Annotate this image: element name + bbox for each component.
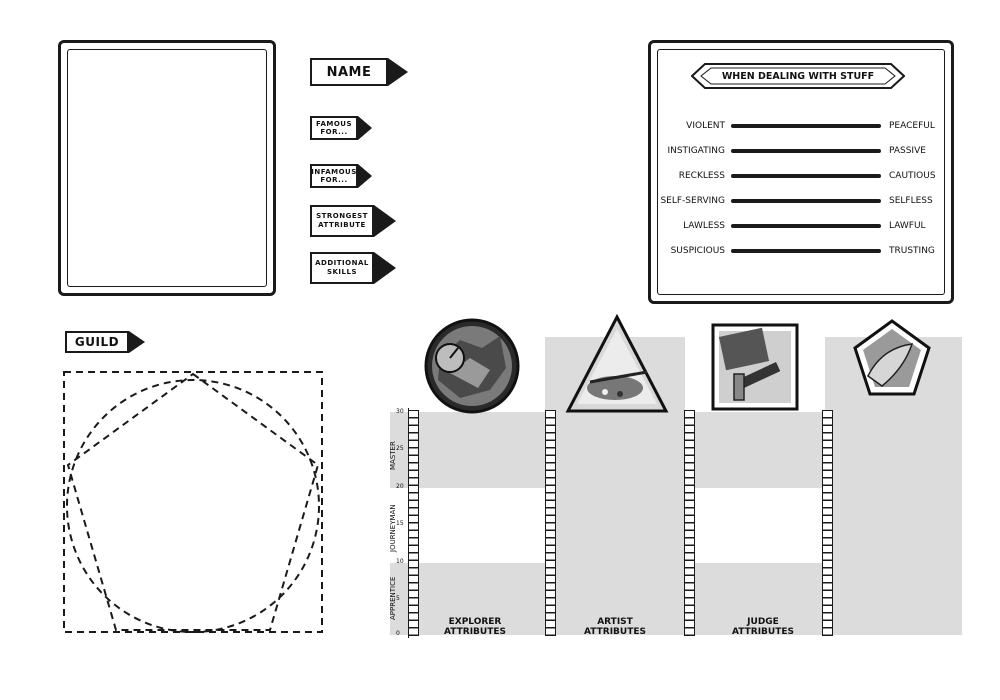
- dealing-panel: WHEN DEALING WITH STUFF VIOLENT PEACEFUL I…: [648, 40, 954, 304]
- trait-right-label: LAWFUL: [889, 221, 926, 231]
- judge-attributes-label: JUDGE ATTRIBUTES: [732, 617, 794, 637]
- guild-tag[interactable]: GUILD: [65, 331, 145, 353]
- infamous-tag[interactable]: INFAMOUS FOR...: [310, 164, 372, 188]
- trait-right-label: PASSIVE: [889, 146, 926, 156]
- rank-label-apprentice: APPRENTICE: [389, 576, 397, 620]
- strongest-attribute-label: STRONGEST ATTRIBUTE: [310, 205, 374, 237]
- dealing-rows: VIOLENT PEACEFUL INSTIGATING PASSIVE RECKLES…: [651, 115, 951, 265]
- trait-slider-row: LAWLESS LAWFUL: [651, 215, 951, 237]
- tag-arrow-icon: [388, 58, 408, 86]
- tick-label: 15: [396, 520, 404, 527]
- trait-right-label: PEACEFUL: [889, 121, 935, 131]
- trait-slider[interactable]: [731, 174, 881, 178]
- trait-left-label: SUSPICIOUS: [670, 246, 725, 256]
- rank-label-journeyman: JOURNEYMAN: [389, 504, 397, 552]
- rank-label-master: MASTER: [389, 441, 397, 470]
- tick-label: 10: [396, 558, 404, 565]
- rank-band-apprentice: [390, 563, 962, 635]
- tick-label: 20: [396, 483, 404, 490]
- tag-arrow-icon: [358, 164, 372, 188]
- strongest-attribute-tag[interactable]: STRONGEST ATTRIBUTE: [310, 205, 396, 237]
- explorer-meter[interactable]: [408, 410, 419, 636]
- artist-meter[interactable]: [545, 410, 556, 636]
- trait-right-label: CAUTIOUS: [889, 171, 936, 181]
- tick-label: 0: [396, 630, 400, 637]
- trait-left-label: LAWLESS: [683, 221, 725, 231]
- dealing-title-banner: WHEN DEALING WITH STUFF: [691, 63, 905, 89]
- famous-label: FAMOUS FOR...: [310, 116, 358, 140]
- trait-slider[interactable]: [731, 224, 881, 228]
- journeyman-gray-cols: [835, 488, 962, 563]
- portrait-frame[interactable]: [58, 40, 276, 296]
- compass-map-icon: [424, 318, 520, 414]
- trait-slider-row: VIOLENT PEACEFUL: [651, 115, 951, 137]
- journeyman-white-cols: [693, 488, 825, 563]
- name-tag[interactable]: NAME: [310, 58, 408, 86]
- banner-shape: [691, 63, 905, 89]
- additional-skills-label: ADDITIONAL SKILLS: [310, 252, 374, 284]
- explorer-attributes-label: EXPLORER ATTRIBUTES: [444, 617, 506, 637]
- trait-slider[interactable]: [731, 249, 881, 253]
- fourth-meter[interactable]: [822, 410, 833, 636]
- trait-left-label: VIOLENT: [686, 121, 725, 131]
- guild-emblem-area[interactable]: [60, 368, 328, 638]
- rank-band-master: [390, 412, 962, 488]
- trait-slider-row: RECKLESS CAUTIOUS: [651, 165, 951, 187]
- tag-arrow-icon: [374, 252, 396, 284]
- trait-right-label: SELFLESS: [889, 196, 933, 206]
- infamous-label: INFAMOUS FOR...: [310, 164, 358, 188]
- gavel-book-icon: [711, 323, 799, 411]
- journeyman-gray-cols: [555, 488, 685, 563]
- artist-attributes-label: ARTIST ATTRIBUTES: [584, 617, 646, 637]
- name-label: NAME: [310, 58, 388, 86]
- tick-label: 25: [396, 445, 404, 452]
- trait-right-label: TRUSTING: [889, 246, 935, 256]
- journeyman-white-cols: [412, 488, 545, 563]
- paint-palette-icon: [565, 314, 669, 413]
- judge-meter[interactable]: [684, 410, 695, 636]
- trait-left-label: INSTIGATING: [667, 146, 725, 156]
- additional-skills-tag[interactable]: ADDITIONAL SKILLS: [310, 252, 396, 284]
- tick-label: 30: [396, 408, 404, 415]
- tick-label: 5: [396, 595, 400, 602]
- trait-slider-row: SUSPICIOUS TRUSTING: [651, 240, 951, 262]
- trait-slider-row: INSTIGATING PASSIVE: [651, 140, 951, 162]
- trait-slider[interactable]: [731, 149, 881, 153]
- guild-label: GUILD: [65, 331, 129, 353]
- trait-slider[interactable]: [731, 199, 881, 203]
- trait-slider-row: SELF-SERVING SELFLESS: [651, 190, 951, 212]
- trait-slider[interactable]: [731, 124, 881, 128]
- tag-arrow-icon: [129, 331, 145, 353]
- trait-left-label: RECKLESS: [678, 171, 725, 181]
- tag-arrow-icon: [358, 116, 372, 140]
- famous-tag[interactable]: FAMOUS FOR...: [310, 116, 372, 140]
- dealing-title: WHEN DEALING WITH STUFF: [721, 70, 875, 82]
- tag-arrow-icon: [374, 205, 396, 237]
- scroll-pentagon-icon: [853, 319, 931, 396]
- trait-left-label: SELF-SERVING: [660, 196, 725, 206]
